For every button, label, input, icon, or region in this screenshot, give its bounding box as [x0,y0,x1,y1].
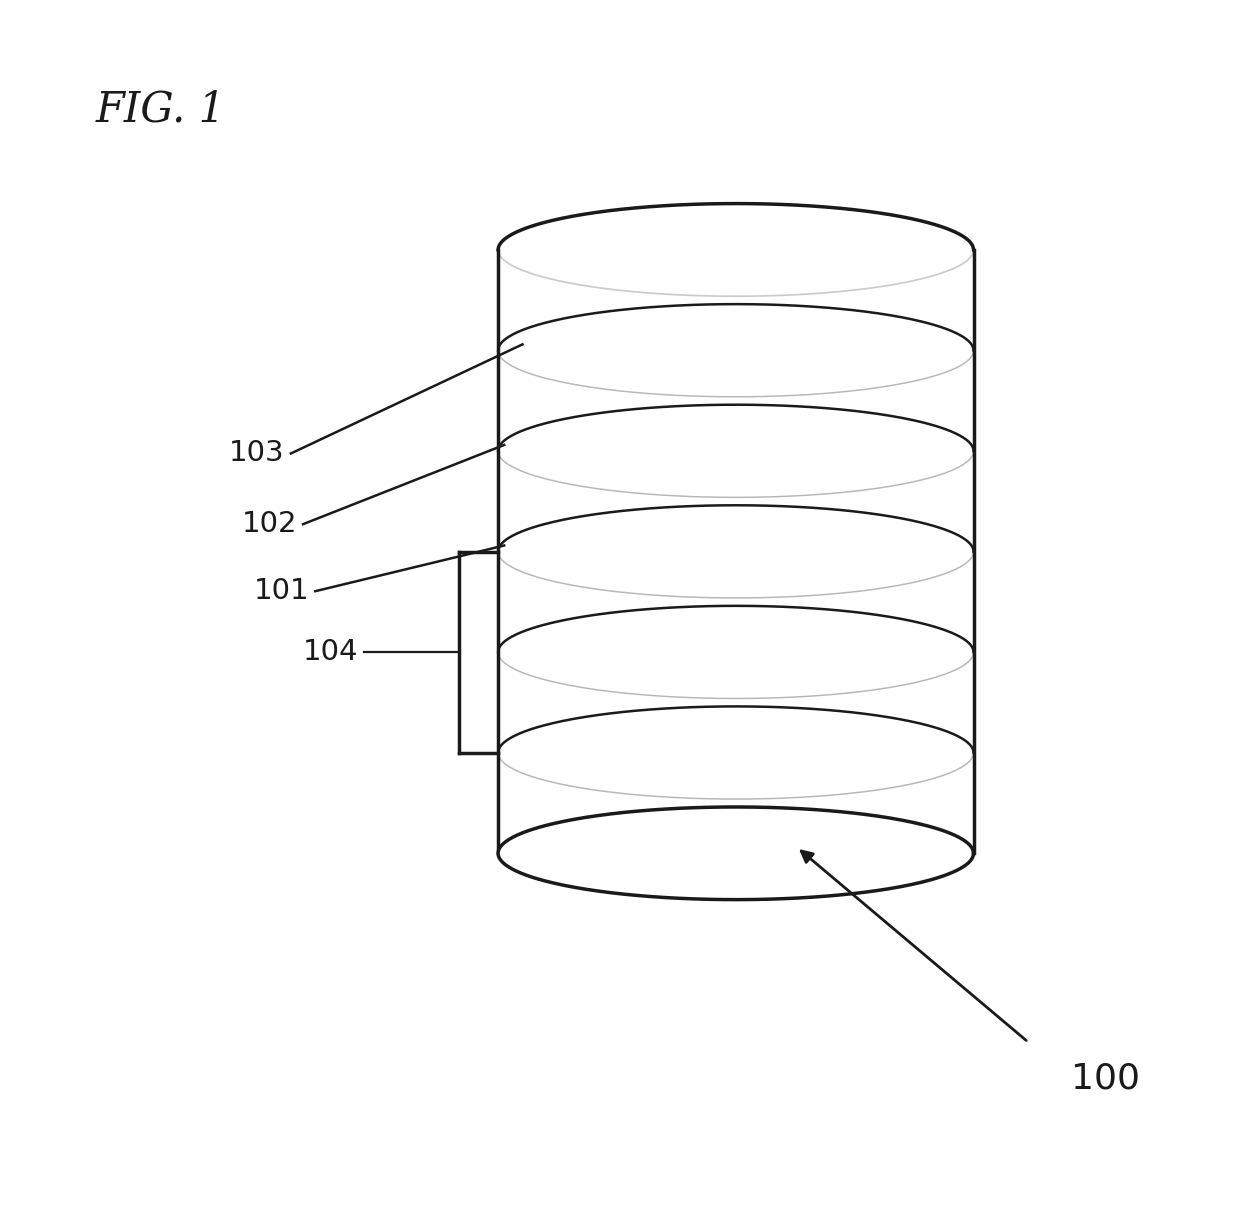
Text: 100: 100 [1071,1062,1140,1096]
Text: 104: 104 [303,639,358,666]
Text: FIG. 1: FIG. 1 [95,89,226,130]
Polygon shape [498,250,973,853]
Polygon shape [498,807,973,900]
Text: 103: 103 [229,440,285,467]
Text: 101: 101 [253,578,309,605]
Text: 102: 102 [242,511,296,538]
